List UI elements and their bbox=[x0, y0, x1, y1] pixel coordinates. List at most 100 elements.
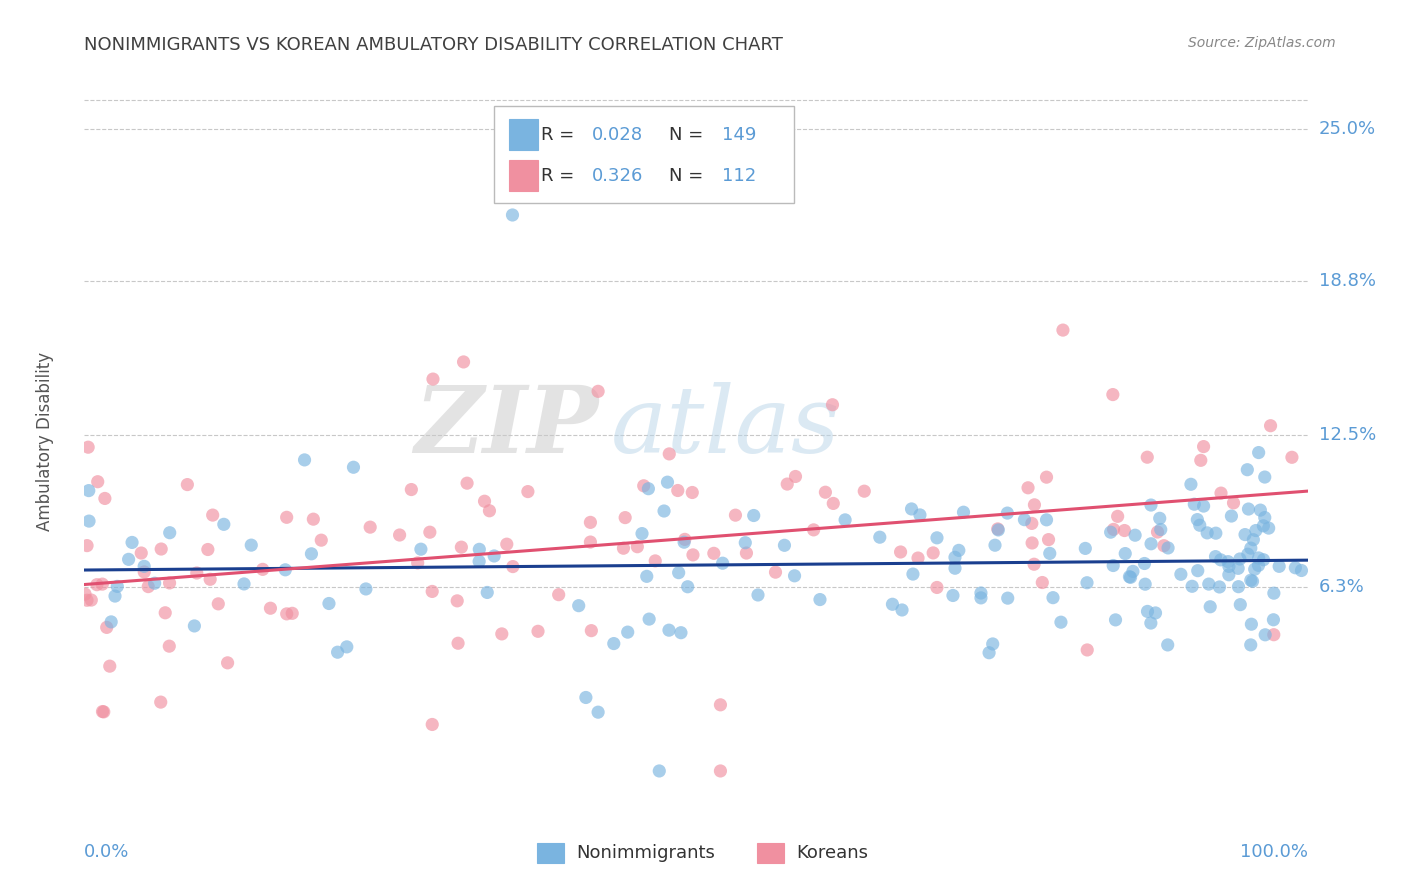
Point bbox=[1209, 486, 1232, 500]
Point bbox=[336, 640, 359, 654]
Point bbox=[80, 593, 103, 607]
Point bbox=[1209, 553, 1232, 567]
Point bbox=[159, 525, 181, 540]
Text: 0.028: 0.028 bbox=[592, 126, 643, 144]
Point bbox=[1198, 577, 1220, 591]
Point bbox=[970, 591, 993, 605]
Point bbox=[98, 659, 121, 673]
Point bbox=[682, 548, 704, 562]
Point bbox=[616, 625, 638, 640]
Point bbox=[785, 469, 807, 483]
Text: R =: R = bbox=[540, 167, 579, 185]
Point bbox=[614, 510, 637, 524]
Point bbox=[1254, 470, 1277, 484]
Text: N =: N = bbox=[669, 126, 709, 144]
Point bbox=[478, 504, 501, 518]
Point bbox=[1247, 558, 1270, 573]
Point bbox=[977, 646, 1000, 660]
Point bbox=[1241, 533, 1264, 547]
Point bbox=[281, 607, 304, 621]
Point bbox=[808, 592, 831, 607]
Point bbox=[183, 619, 205, 633]
Point bbox=[568, 599, 591, 613]
Point bbox=[724, 508, 747, 523]
Point bbox=[1107, 509, 1129, 524]
Point bbox=[1050, 615, 1073, 630]
Point bbox=[121, 535, 143, 549]
Point bbox=[581, 624, 603, 638]
Point bbox=[176, 477, 198, 491]
Point bbox=[636, 569, 658, 583]
Point bbox=[1187, 564, 1209, 578]
Point bbox=[579, 535, 602, 549]
Point bbox=[579, 516, 602, 530]
Point bbox=[94, 491, 117, 506]
Point bbox=[495, 537, 517, 551]
Point bbox=[1227, 580, 1250, 594]
Point bbox=[1229, 598, 1251, 612]
Point bbox=[1237, 547, 1260, 561]
Point bbox=[276, 607, 298, 621]
Point bbox=[925, 531, 948, 545]
Point bbox=[1240, 541, 1263, 556]
Point bbox=[1157, 638, 1180, 652]
Point bbox=[274, 563, 297, 577]
Point bbox=[1017, 481, 1039, 495]
Text: Source: ZipAtlas.com: Source: ZipAtlas.com bbox=[1188, 36, 1336, 50]
Point bbox=[644, 554, 666, 568]
Point bbox=[681, 485, 703, 500]
Point bbox=[821, 398, 844, 412]
Text: 0.326: 0.326 bbox=[592, 167, 644, 185]
Point bbox=[709, 698, 731, 712]
Point bbox=[1188, 518, 1211, 533]
Point bbox=[908, 508, 931, 522]
Point bbox=[948, 543, 970, 558]
Point bbox=[1136, 604, 1159, 618]
Text: R =: R = bbox=[540, 126, 579, 144]
Point bbox=[907, 551, 929, 566]
Point bbox=[942, 589, 965, 603]
Point bbox=[1263, 628, 1285, 642]
Point bbox=[117, 552, 139, 566]
Text: N =: N = bbox=[669, 167, 709, 185]
Point bbox=[703, 546, 725, 560]
Point bbox=[925, 581, 948, 595]
Text: Ambulatory Disability: Ambulatory Disability bbox=[35, 352, 53, 531]
Point bbox=[575, 690, 598, 705]
Point bbox=[96, 620, 118, 634]
Point bbox=[1149, 511, 1171, 525]
Point bbox=[419, 525, 441, 540]
Point bbox=[309, 533, 332, 548]
Text: Nonimmigrants: Nonimmigrants bbox=[576, 845, 716, 863]
Point bbox=[981, 637, 1004, 651]
Point bbox=[631, 526, 654, 541]
Bar bbox=[537, 843, 564, 863]
Point bbox=[1244, 524, 1267, 538]
Point bbox=[1247, 445, 1270, 459]
Point bbox=[586, 384, 609, 399]
Point bbox=[943, 550, 966, 565]
Point bbox=[73, 587, 96, 601]
Point bbox=[104, 589, 127, 603]
Point bbox=[1024, 498, 1046, 512]
Point bbox=[1263, 613, 1285, 627]
Point bbox=[76, 539, 98, 553]
Point bbox=[409, 542, 432, 557]
Point bbox=[1114, 524, 1136, 538]
Point bbox=[1254, 510, 1277, 524]
Point bbox=[1102, 558, 1125, 573]
Point bbox=[1170, 567, 1192, 582]
Point bbox=[1102, 522, 1125, 536]
Point bbox=[1253, 518, 1275, 533]
Point bbox=[1181, 579, 1204, 593]
Point bbox=[527, 624, 550, 639]
Point bbox=[776, 477, 799, 491]
Point bbox=[658, 447, 681, 461]
Point bbox=[197, 542, 219, 557]
Point bbox=[987, 523, 1010, 537]
Point bbox=[1052, 323, 1074, 337]
Point bbox=[1268, 559, 1291, 574]
Point bbox=[1140, 498, 1163, 512]
Point bbox=[482, 549, 505, 563]
Point bbox=[1101, 387, 1123, 401]
